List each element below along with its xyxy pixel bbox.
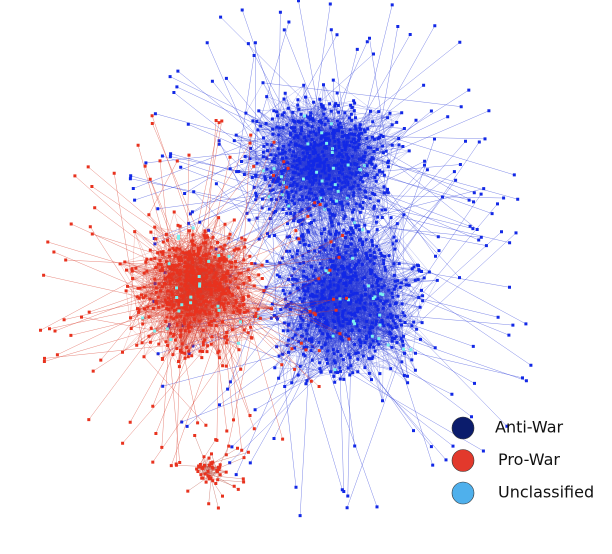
- network-graph: [39, 0, 533, 518]
- legend-swatch: [451, 416, 475, 440]
- nodes: [256, 228, 413, 372]
- edges: [40, 115, 350, 466]
- legend-label: Unclassified: [498, 483, 594, 502]
- legend-swatch: [451, 449, 475, 472]
- nodes: [128, 0, 520, 347]
- legend: Anti-War Pro-War Unclassified: [451, 416, 594, 505]
- legend-label: Pro-War: [498, 450, 560, 469]
- edges: [130, 0, 518, 346]
- legend-label: Anti-War: [495, 418, 564, 437]
- legend-swatch: [451, 481, 475, 505]
